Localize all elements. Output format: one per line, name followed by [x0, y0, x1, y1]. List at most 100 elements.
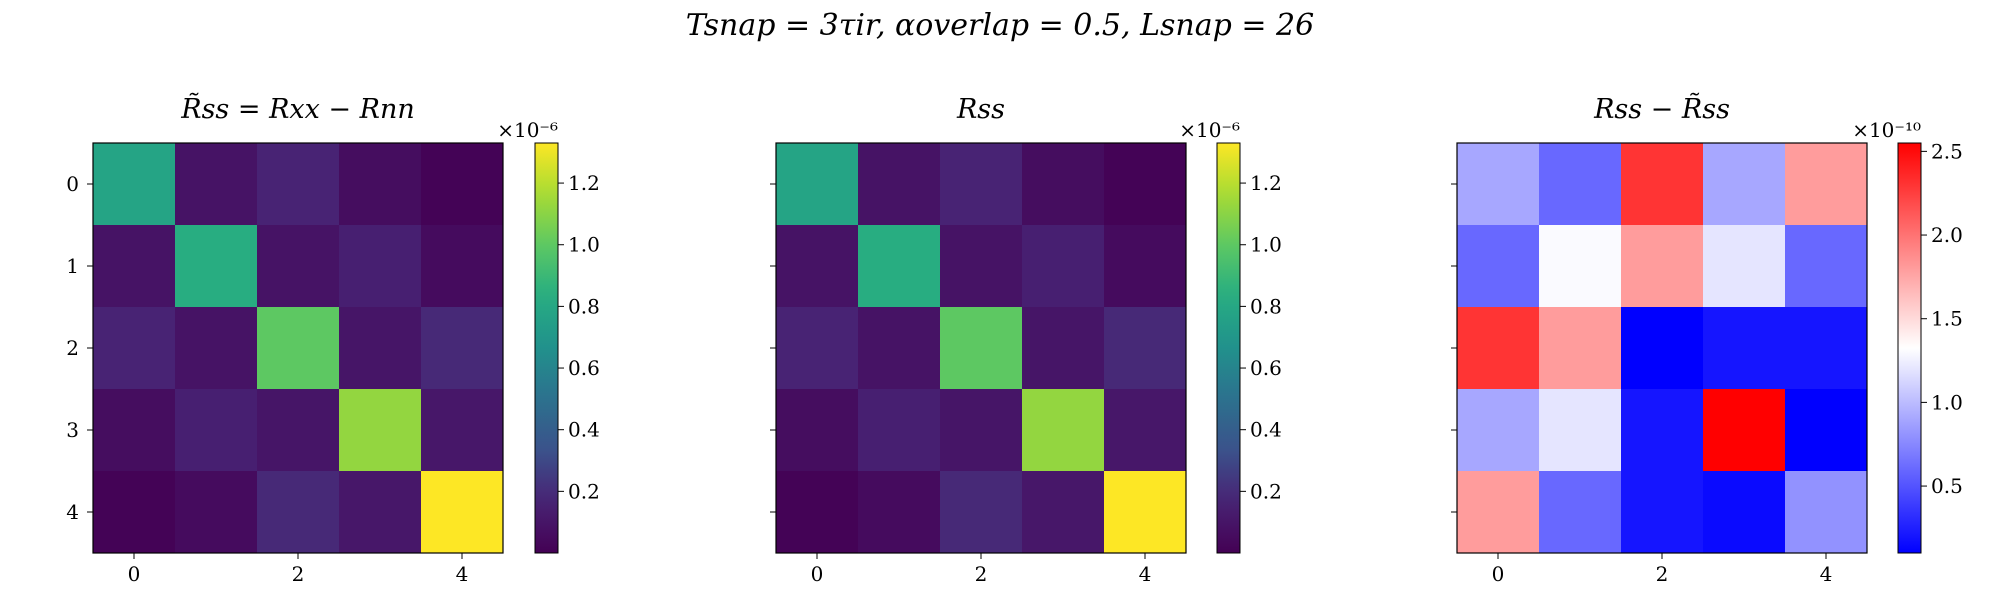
x-tick-label: 4 [1139, 562, 1152, 586]
heatmap-cell [421, 471, 504, 554]
colorbar-tick-label: 0.8 [568, 294, 600, 318]
heatmap-cell [339, 307, 422, 390]
colorbar-tick-label: 1.5 [1931, 307, 1963, 331]
heatmap-cell [1785, 225, 1868, 308]
heatmap-cell [1022, 471, 1105, 554]
heatmap-cell [1785, 471, 1868, 554]
heatmap-cell [257, 389, 340, 472]
x-tick-label: 2 [1656, 562, 1669, 586]
heatmap-cell [421, 307, 504, 390]
heatmap-cell [1022, 389, 1105, 472]
heatmap-cell [421, 143, 504, 226]
colorbar-tick-label: 1.0 [1250, 233, 1282, 257]
heatmap-cell [257, 471, 340, 554]
heatmap-cell [257, 225, 340, 308]
y-tick-label: 2 [66, 336, 79, 360]
heatmap-cell [1022, 143, 1105, 226]
y-tick-label: 4 [66, 500, 79, 524]
heatmap-cell [858, 389, 941, 472]
heatmap-cell [1104, 471, 1187, 554]
heatmap-cell [1621, 143, 1704, 226]
heatmap-cell [940, 389, 1023, 472]
heatmap-cell [1104, 389, 1187, 472]
colorbar-tick-label: 1.0 [568, 233, 600, 257]
heatmap-cell [93, 143, 176, 226]
heatmap-cell [940, 471, 1023, 554]
x-tick-label: 2 [975, 562, 988, 586]
colorbar [1216, 142, 1241, 554]
colorbar-tick-label: 0.4 [568, 418, 600, 442]
colorbar-tick-label: 0.2 [568, 479, 600, 503]
heatmap-cell [93, 225, 176, 308]
x-tick-label: 4 [456, 562, 469, 586]
heatmap-cell [1104, 143, 1187, 226]
heatmap-cell [93, 307, 176, 390]
x-tick-label: 2 [292, 562, 305, 586]
heatmap-cell [257, 307, 340, 390]
figure-suptitle: Tsnap = 3τir, αoverlap = 0.5, Lsnap = 26 [685, 8, 1315, 43]
colorbar-tick-label: 0.6 [1250, 356, 1282, 380]
heatmap-cell [257, 143, 340, 226]
heatmap-cell [93, 389, 176, 472]
heatmap-cell [1104, 225, 1187, 308]
heatmap-cell [858, 225, 941, 308]
heatmap-cell [175, 307, 258, 390]
heatmap-cell [776, 389, 859, 472]
heatmap-cell [776, 143, 859, 226]
heatmap-cell [1457, 225, 1540, 308]
heatmap-cell [1703, 225, 1786, 308]
heatmap-cell [1539, 143, 1622, 226]
heatmap-cell [1539, 389, 1622, 472]
heatmap-cell [940, 307, 1023, 390]
heatmap-cell [1457, 471, 1540, 554]
axes-title: Rss [956, 94, 1005, 125]
heatmap-cell [940, 225, 1023, 308]
colorbar-multiplier: ×10⁻¹⁰ [1852, 118, 1921, 142]
axes-title: Rss − R̃ss [1593, 92, 1730, 125]
heatmap-cell [339, 471, 422, 554]
heatmap-cell [339, 143, 422, 226]
heatmap-cell [1539, 471, 1622, 554]
x-tick-label: 4 [1820, 562, 1833, 586]
heatmap-cell [339, 225, 422, 308]
heatmap-cell [1621, 389, 1704, 472]
colorbar-multiplier: ×10⁻⁶ [497, 118, 558, 142]
colorbar-tick-label: 0.8 [1250, 294, 1282, 318]
colorbar-tick-label: 0.4 [1250, 418, 1282, 442]
heatmap-cell [1022, 307, 1105, 390]
heatmap-cell [1785, 143, 1868, 226]
heatmap-cell [1621, 225, 1704, 308]
heatmap-cell [339, 389, 422, 472]
heatmap-cell [1621, 471, 1704, 554]
colorbar-tick-label: 0.6 [568, 356, 600, 380]
colorbar-tick-label: 2.0 [1931, 223, 1963, 247]
y-tick-label: 3 [66, 418, 79, 442]
heatmap-cell [940, 143, 1023, 226]
heatmap-cell [175, 225, 258, 308]
heatmap-cell [1104, 307, 1187, 390]
heatmap-cell [1539, 225, 1622, 308]
colorbar-tick-label: 0.5 [1931, 474, 1963, 498]
heatmap-cell [421, 389, 504, 472]
heatmap-cell [421, 225, 504, 308]
heatmap-cell [175, 389, 258, 472]
heatmap-cell [1457, 389, 1540, 472]
heatmap-cell [93, 471, 176, 554]
heatmap-cell [858, 307, 941, 390]
heatmap-cell [175, 471, 258, 554]
colorbar-tick-label: 1.2 [568, 171, 600, 195]
heatmap-cell [1457, 307, 1540, 390]
colorbar-tick-label: 2.5 [1931, 139, 1963, 163]
heatmap-cell [858, 471, 941, 554]
axes-title: R̃ss = Rxx − Rnn [180, 92, 415, 125]
colorbar [1897, 142, 1922, 554]
heatmap-cell [1539, 307, 1622, 390]
heatmap-cell [1785, 307, 1868, 390]
heatmap-cell [858, 143, 941, 226]
colorbar-tick-label: 0.2 [1250, 479, 1282, 503]
heatmap-cell [1703, 471, 1786, 554]
heatmap-cell [1785, 389, 1868, 472]
heatmap-cell [1703, 307, 1786, 390]
x-tick-label: 0 [128, 562, 141, 586]
